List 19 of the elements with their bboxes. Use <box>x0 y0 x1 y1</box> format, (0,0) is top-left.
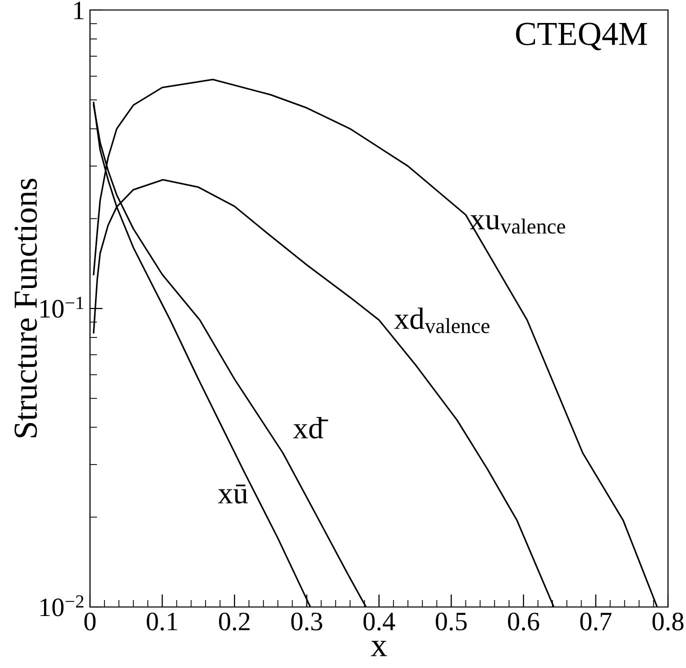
x-tick-label: 0.8 <box>652 612 684 631</box>
x-axis-title: x <box>370 640 387 656</box>
x-tick-label: 0.5 <box>436 612 467 631</box>
x-tick-label: 0.1 <box>146 612 178 631</box>
x-tick-label: 0.3 <box>291 612 322 631</box>
y-tick-label: 1 <box>74 2 84 20</box>
annotation: xū <box>218 484 248 504</box>
annotation: xd$_{valence}$ <box>394 308 490 334</box>
annotation: xu$_{valence}$ <box>470 215 566 234</box>
annotation: CTEQ4M <box>516 22 647 50</box>
annotation: xd̄ <box>293 417 328 439</box>
x-tick-label: 0 <box>84 612 96 630</box>
x-tick-label: 0.2 <box>219 612 250 631</box>
y-tick-label: 10$^{−2}$ <box>40 595 84 616</box>
x-tick-label: 0.6 <box>508 612 540 631</box>
y-axis-title: Structure Functions <box>14 178 37 438</box>
x-tick-label: 0.4 <box>364 612 396 631</box>
y-tick-label: 10$^{−1}$ <box>40 296 84 318</box>
x-tick-label: 0.7 <box>580 612 612 631</box>
